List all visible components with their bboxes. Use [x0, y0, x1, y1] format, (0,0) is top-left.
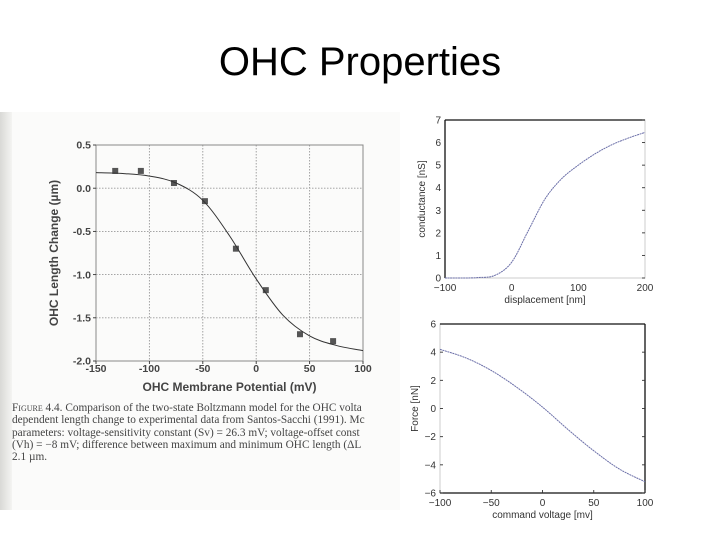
y-tick-label: -1.5: [73, 312, 91, 324]
y-tick-label: 4: [430, 348, 436, 359]
scanned-figure-background: [0, 112, 400, 510]
y-tick-label: 3: [435, 206, 441, 217]
figure-caption: Figure 4.4. Comparison of the two-state …: [12, 402, 402, 463]
x-tick-label: 100: [637, 498, 654, 509]
series-line: [444, 131, 646, 279]
data-point-marker: [137, 167, 144, 174]
data-point-marker: [112, 167, 119, 174]
caption-line-3: parameters: voltage-sensitivity constant…: [12, 426, 360, 439]
x-tick-label: 100: [354, 363, 372, 375]
scan-page-edge: [0, 112, 12, 510]
y-tick-label: -2.0: [73, 356, 91, 368]
y-tick-label: 6: [430, 320, 436, 331]
plot-frame: [95, 144, 364, 362]
y-tick-label: -1.0: [73, 269, 91, 281]
x-tick-label: −50: [483, 498, 500, 509]
data-point-marker: [201, 198, 208, 205]
data-point-marker: [232, 245, 239, 252]
y-tick-label: 0: [435, 274, 441, 285]
y-tick-label: 2: [430, 376, 436, 387]
plot-frame: [439, 323, 646, 494]
x-tick-label: 50: [304, 363, 316, 375]
series-line: [439, 348, 646, 483]
data-point-marker: [296, 331, 303, 338]
x-tick-label: −100: [434, 283, 457, 294]
x-tick-label: -150: [85, 363, 106, 375]
y-axis-title: OHC Length Change (µm): [47, 180, 61, 326]
y-tick-label: 0.5: [76, 140, 91, 152]
slide-title: OHC Properties: [218, 40, 502, 84]
x-tick-label: -50: [195, 363, 210, 375]
y-tick-label: −4: [425, 460, 437, 471]
y-tick-label: 4: [435, 183, 441, 194]
y-axis-title: conductance [nS]: [417, 160, 428, 237]
x-tick-label: 100: [570, 283, 587, 294]
caption-line-5: 2.1 µm.: [12, 451, 48, 464]
y-tick-label: 1: [435, 251, 441, 262]
x-tick-label: 0: [509, 283, 515, 294]
caption-label: Figure 4.4.: [12, 402, 63, 414]
y-tick-label: −2: [425, 432, 437, 443]
x-tick-label: −100: [429, 498, 452, 509]
data-point-marker: [330, 338, 337, 345]
x-tick-label: -100: [139, 363, 160, 375]
x-tick-label: 200: [637, 283, 654, 294]
y-axis-title: Force [nN]: [410, 385, 421, 432]
x-axis-title: displacement [nm]: [504, 295, 585, 306]
x-tick-label: 50: [588, 498, 600, 509]
x-axis-title: OHC Membrane Potential (mV): [142, 380, 316, 394]
y-tick-label: 6: [435, 138, 441, 149]
y-tick-label: 7: [435, 116, 441, 127]
x-tick-label: 0: [540, 498, 546, 509]
y-tick-label: 5: [435, 161, 441, 172]
caption-line-4: (Vh) = −8 mV; difference between maximum…: [12, 438, 362, 451]
y-tick-label: -0.5: [73, 226, 91, 238]
x-tick-label: 0: [253, 363, 259, 375]
y-tick-label: 2: [435, 228, 441, 239]
data-point-marker: [170, 180, 177, 187]
x-axis-title: command voltage [mv]: [492, 510, 593, 521]
caption-line-1: Comparison of the two-state Boltzmann mo…: [65, 402, 362, 414]
data-point-marker: [262, 287, 269, 294]
force-chart: 6 4 2 0 −2 −4 −6−100 −50 0 50 100 command voltage […: [410, 320, 654, 522]
y-tick-label: −6: [425, 489, 437, 500]
length-change-chart: 0.5 0.0 -0.5 -1.0 -1.5 -2.0-150 -100 -50 0 50 100 O…: [47, 140, 372, 394]
y-tick-label: 0: [430, 404, 436, 415]
y-tick-label: 0.0: [76, 183, 91, 195]
caption-line-2: dependent length change to experimental …: [12, 414, 365, 427]
series-line: [95, 172, 364, 352]
